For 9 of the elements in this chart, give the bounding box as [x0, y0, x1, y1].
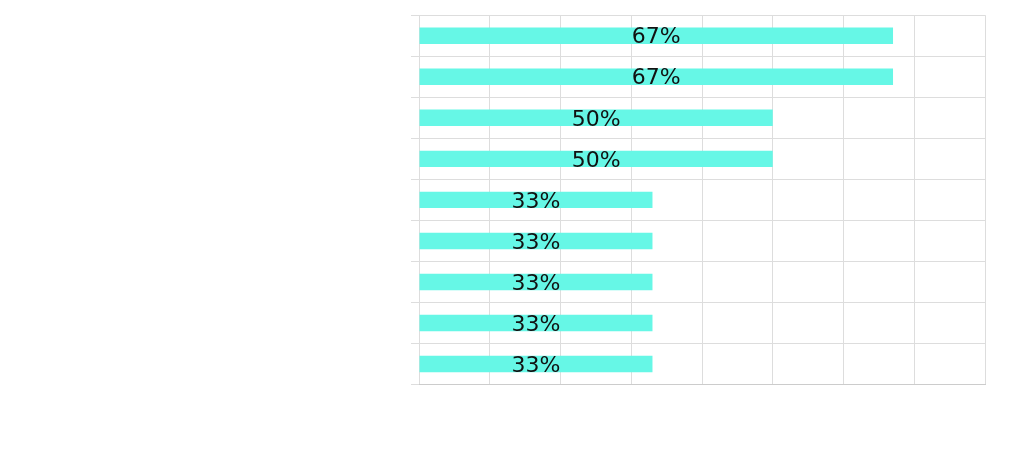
data-label: 33% [511, 310, 561, 336]
data-label: 67% [631, 23, 681, 49]
data-label: 33% [511, 187, 561, 213]
data-label: 33% [511, 228, 561, 254]
data-label: 33% [511, 351, 561, 377]
data-label: 33% [511, 269, 561, 295]
data-label: 50% [571, 105, 621, 131]
data-label: 67% [631, 64, 681, 90]
data-label: 50% [571, 146, 621, 172]
